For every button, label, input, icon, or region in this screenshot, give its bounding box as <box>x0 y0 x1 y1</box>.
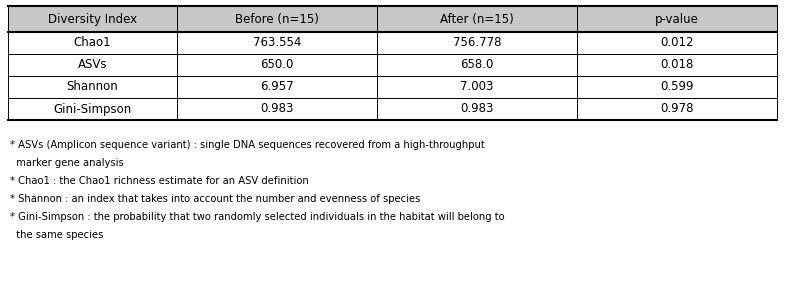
Text: * Gini-Simpson : the probability that two randomly selected individuals in the h: * Gini-Simpson : the probability that tw… <box>10 212 505 222</box>
Bar <box>377 98 577 120</box>
Text: * ASVs (Amplicon sequence variant) : single DNA sequences recovered from a high-: * ASVs (Amplicon sequence variant) : sin… <box>10 140 485 150</box>
Bar <box>177 98 377 120</box>
Bar <box>577 54 777 76</box>
Text: Shannon: Shannon <box>67 81 119 93</box>
Text: 0.018: 0.018 <box>660 59 694 72</box>
Bar <box>377 6 577 32</box>
Bar <box>177 76 377 98</box>
Bar <box>577 32 777 54</box>
Text: Before (n=15): Before (n=15) <box>236 12 319 26</box>
Bar <box>8 98 177 120</box>
Text: 0.978: 0.978 <box>660 102 694 115</box>
Text: * Chao1 : the Chao1 richness estimate for an ASV definition: * Chao1 : the Chao1 richness estimate fo… <box>10 176 309 186</box>
Text: 763.554: 763.554 <box>253 37 301 50</box>
Bar <box>377 54 577 76</box>
Bar <box>377 32 577 54</box>
Bar <box>8 54 177 76</box>
Bar <box>8 32 177 54</box>
Text: 658.0: 658.0 <box>460 59 494 72</box>
Bar <box>177 54 377 76</box>
Text: Chao1: Chao1 <box>74 37 111 50</box>
Bar <box>577 6 777 32</box>
Text: * Shannon : an index that takes into account the number and evenness of species: * Shannon : an index that takes into acc… <box>10 194 421 204</box>
Bar <box>8 76 177 98</box>
Text: ASVs: ASVs <box>78 59 108 72</box>
Text: 7.003: 7.003 <box>460 81 494 93</box>
Bar <box>8 6 177 32</box>
Text: 6.957: 6.957 <box>261 81 294 93</box>
Bar <box>177 32 377 54</box>
Text: Gini-Simpson: Gini-Simpson <box>53 102 132 115</box>
Text: marker gene analysis: marker gene analysis <box>10 158 124 168</box>
Bar <box>377 76 577 98</box>
Text: 0.983: 0.983 <box>261 102 294 115</box>
Text: 0.012: 0.012 <box>660 37 694 50</box>
Text: 756.778: 756.778 <box>453 37 502 50</box>
Bar <box>177 6 377 32</box>
Text: 0.599: 0.599 <box>660 81 694 93</box>
Text: 0.983: 0.983 <box>460 102 494 115</box>
Text: Diversity Index: Diversity Index <box>48 12 137 26</box>
Text: 650.0: 650.0 <box>261 59 294 72</box>
Bar <box>577 98 777 120</box>
Text: After (n=15): After (n=15) <box>440 12 514 26</box>
Text: p-value: p-value <box>655 12 699 26</box>
Text: the same species: the same species <box>10 230 104 240</box>
Bar <box>577 76 777 98</box>
